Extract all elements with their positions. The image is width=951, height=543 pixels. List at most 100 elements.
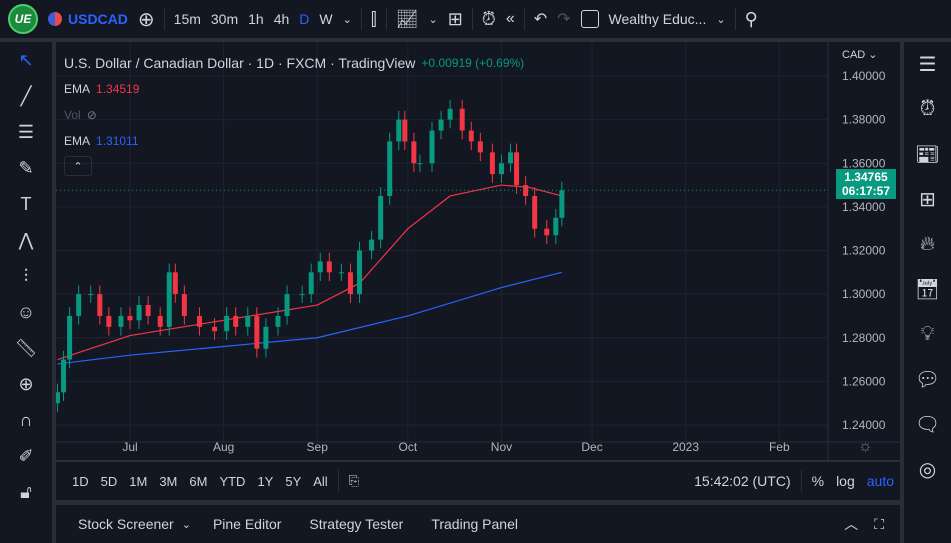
log-toggle[interactable]: log (836, 473, 855, 489)
divider (360, 8, 362, 30)
candle-body (378, 195, 384, 240)
divider (163, 8, 165, 30)
auto-toggle[interactable]: auto (866, 473, 894, 489)
interval-w[interactable]: W (319, 11, 333, 27)
range-3m[interactable]: 3M (159, 473, 178, 489)
range-all[interactable]: All (313, 473, 328, 489)
vol-label[interactable]: Vol (64, 108, 81, 122)
emoji-icon[interactable]: ☺ (16, 301, 36, 322)
ruler-icon[interactable]: 📏︎ (14, 337, 38, 358)
interval-15m[interactable]: 15m (173, 11, 201, 27)
prediction-icon[interactable]: ⫶ (23, 265, 29, 286)
interval-1h[interactable]: 1h (248, 11, 264, 27)
search-icon[interactable]: ⚲ (744, 8, 758, 29)
undo-icon[interactable]: ↶ (533, 11, 548, 28)
ema-label[interactable]: EMA (64, 134, 91, 148)
interval-d[interactable]: D (299, 11, 310, 27)
range-5y[interactable]: 5Y (285, 473, 302, 489)
zoom-icon[interactable]: ⊕ (18, 373, 34, 394)
price-tick-label: 1.26000 (842, 374, 886, 388)
chevron-down-icon[interactable]: ⌄ (342, 13, 352, 26)
layout-checkbox-icon[interactable] (576, 10, 604, 29)
add-list-icon[interactable]: ⊞ (919, 189, 936, 211)
calendar-icon[interactable]: 📅︎ (914, 279, 941, 301)
pattern-icon[interactable]: ⋀ (18, 229, 34, 250)
ema-label[interactable]: EMA (64, 82, 91, 96)
top-toolbar: UE USDCAD ⊕ 15m 30m 1h 4h D W ⌄ ⫿ 📈︎ ⌄ ⊞… (0, 0, 951, 38)
chat-icon[interactable]: 🗨︎ (914, 414, 941, 436)
hidden-eye-icon[interactable]: ⊘ (86, 108, 97, 122)
indicators-icon[interactable]: 📈︎ (395, 8, 419, 29)
time-tick-label: Dec (581, 440, 602, 454)
collapse-panel-icon[interactable]: ︿ (844, 516, 859, 532)
lock-icon[interactable]: 🔓︎ (20, 481, 32, 502)
date-range-icon[interactable]: ⎘ (348, 473, 360, 488)
maximize-icon[interactable]: ⛶ (874, 515, 884, 532)
range-6m[interactable]: 6M (189, 473, 208, 489)
candle-body (402, 119, 408, 142)
candle-body (181, 294, 187, 316)
range-1d[interactable]: 1D (72, 473, 89, 489)
signals-icon[interactable]: ◎ (918, 459, 937, 481)
candle-body (284, 294, 290, 316)
redo-icon[interactable]: ↷ (557, 11, 571, 28)
range-bar: 1D 5D 1M 3M 6M YTD 1Y 5Y All ⎘ 15:42:02 … (56, 462, 900, 500)
ideas-bulb-icon[interactable]: 💡︎ (920, 323, 935, 345)
chevron-down-icon[interactable]: ⌄ (716, 13, 726, 26)
candle-body (212, 326, 218, 332)
candle-body (338, 272, 344, 274)
tab-stock-screener[interactable]: Stock Screener (78, 516, 174, 532)
cursor-icon[interactable]: ↖ (18, 49, 34, 70)
time-tick-label: Feb (769, 440, 790, 454)
replay-icon[interactable]: « (505, 10, 515, 27)
divider (385, 8, 387, 30)
range-5d[interactable]: 5D (100, 473, 118, 489)
candle-body (67, 315, 73, 360)
tab-strategy-tester[interactable]: Strategy Tester (309, 516, 404, 532)
tab-pine-editor[interactable]: Pine Editor (212, 516, 282, 532)
candle-body (275, 315, 281, 327)
candle-body (145, 305, 151, 316)
chevron-down-icon[interactable]: ⌄ (181, 518, 191, 531)
candles-icon[interactable]: ⫿ (370, 8, 377, 29)
magnet-icon[interactable]: ∩ (19, 409, 33, 430)
price-tick-label: 1.30000 (842, 287, 886, 301)
chart-pane[interactable]: 1.40000 1.38000 1.36000 1.34000 1.32000 1.300… (56, 42, 900, 460)
currency-label[interactable]: CAD (842, 49, 866, 61)
alarm-clock-icon[interactable]: ⏰︎ (919, 98, 936, 120)
layout-name[interactable]: Wealthy Educ... (608, 11, 707, 27)
brush-icon[interactable]: ✎ (18, 157, 34, 178)
interval-4h[interactable]: 4h (273, 11, 290, 27)
candle-body (299, 294, 305, 296)
watchlist-icon[interactable]: ☰ (918, 54, 937, 76)
range-1m[interactable]: 1M (129, 473, 148, 489)
chevron-down-icon[interactable]: ⌄ (428, 13, 438, 26)
user-logo[interactable]: UE (8, 4, 38, 34)
candle-body (544, 228, 550, 236)
trend-line-icon[interactable]: ╱ (20, 85, 32, 106)
ema-fast-value: 1.34519 (96, 82, 140, 96)
collapse-legend-button[interactable]: ⌃ (64, 156, 92, 176)
currency-selector[interactable]: CAD ⌄ (842, 49, 878, 61)
percent-toggle[interactable]: % (811, 473, 825, 489)
range-ytd[interactable]: YTD (219, 473, 246, 489)
range-1y[interactable]: 1Y (257, 473, 274, 489)
price-chart[interactable]: 1.40000 1.38000 1.36000 1.34000 1.32000 1.300… (56, 42, 900, 460)
candle-body (61, 359, 67, 393)
tab-trading-panel[interactable]: Trading Panel (431, 516, 518, 532)
layouts-icon[interactable]: ⊞ (447, 8, 463, 29)
hotlist-fire-icon[interactable]: 🔥︎ (920, 233, 935, 255)
utc-clock[interactable]: 15:42:02 (UTC) (694, 473, 791, 489)
settings-icon[interactable]: ☼ (858, 438, 873, 455)
text-icon[interactable]: T (20, 193, 32, 214)
candle-body (514, 152, 520, 186)
lock-drawing-icon[interactable]: ✐ (18, 445, 34, 466)
add-symbol-icon[interactable]: ⊕ (137, 8, 155, 31)
symbol-search[interactable]: USDCAD (68, 11, 128, 27)
interval-30m[interactable]: 30m (210, 11, 239, 27)
news-icon[interactable]: 📰︎ (914, 144, 941, 166)
alert-icon[interactable]: ⏰︎ (481, 8, 496, 29)
fib-icon[interactable]: ☰ (17, 121, 35, 142)
chats-icon[interactable]: 💬︎ (914, 369, 941, 391)
candle-body (245, 315, 251, 327)
